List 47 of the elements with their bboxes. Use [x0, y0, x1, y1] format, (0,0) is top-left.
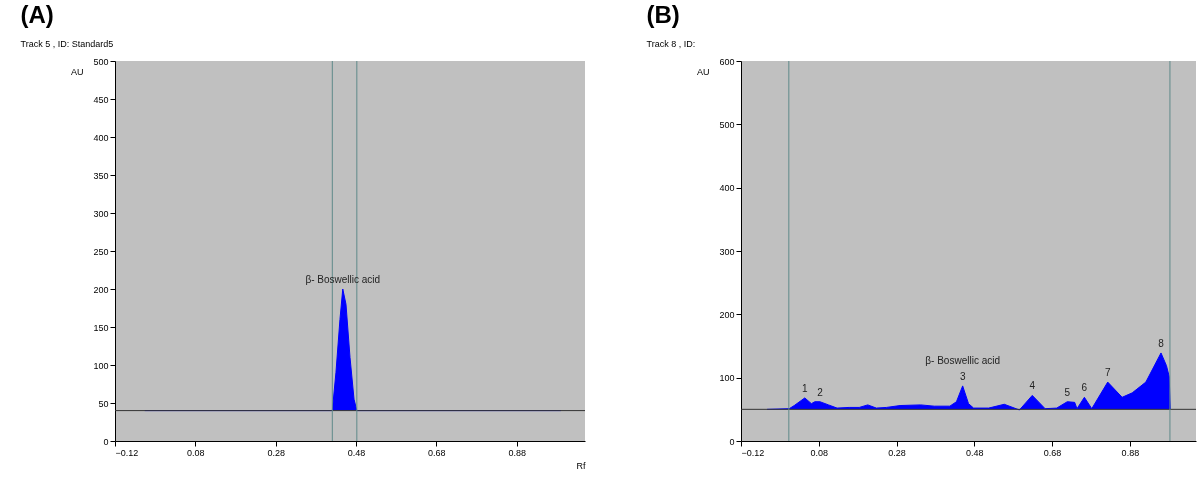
annotation: β- Boswellic acid — [925, 354, 1000, 366]
x-tick-label: 0.28 — [888, 447, 906, 458]
y-tick-label: 200 — [719, 309, 735, 320]
y-tick-label: 500 — [719, 119, 735, 130]
chart-subtitle: Track 5 , ID: Standard5 — [20, 39, 114, 49]
annotation: 2 — [817, 386, 824, 398]
x-tick-label: 0.88 — [508, 447, 526, 458]
y-tick-label: 400 — [719, 183, 735, 194]
x-axis-title: Rf — [576, 460, 586, 471]
x-tick-label: 0.48 — [966, 447, 984, 458]
chart-subtitle: Track 8 , ID: — [646, 39, 696, 49]
x-tick-label: 0.48 — [347, 447, 366, 458]
y-tick-label: 400 — [93, 132, 109, 143]
x-tick-label: 0.28 — [267, 447, 285, 458]
annotation: 8 — [1158, 337, 1165, 349]
annotation: 1 — [802, 382, 808, 394]
x-tick-label: 0.88 — [1121, 447, 1140, 458]
annotation: 3 — [959, 370, 966, 382]
x-tick-label: −0.12 — [115, 447, 139, 458]
y-tick-label: 0 — [103, 436, 109, 447]
annotation: β- Boswellic acid — [305, 274, 381, 285]
y-tick-label: 300 — [719, 246, 735, 257]
x-tick-label: 0.08 — [187, 447, 205, 458]
y-tick-label: 100 — [719, 373, 735, 384]
chart-title: (B) — [646, 1, 680, 28]
annotation: 6 — [1081, 382, 1088, 394]
y-tick-label: 150 — [93, 322, 109, 333]
y-tick-label: 600 — [719, 56, 735, 67]
y-tick-label: 100 — [93, 360, 109, 371]
y-tick-label: 500 — [93, 56, 109, 67]
y-tick-label: 250 — [93, 246, 109, 257]
y-tick-label: 50 — [98, 398, 109, 409]
y-axis-title: AU — [70, 66, 84, 77]
annotation: 4 — [1029, 380, 1036, 392]
y-axis-title: AU — [696, 66, 710, 77]
x-tick-label: 0.68 — [1043, 447, 1062, 458]
chart-title: (A) — [20, 1, 54, 28]
y-tick-label: 450 — [93, 94, 109, 105]
x-tick-label: 0.68 — [428, 447, 446, 458]
y-tick-label: 200 — [93, 284, 109, 295]
y-tick-label: 300 — [93, 208, 109, 219]
annotation: 7 — [1104, 367, 1111, 379]
annotation: 5 — [1064, 386, 1071, 398]
y-tick-label: 350 — [93, 170, 109, 181]
y-tick-label: 0 — [729, 436, 735, 447]
x-tick-label: 0.08 — [810, 447, 829, 458]
x-tick-label: −0.12 — [741, 447, 765, 458]
